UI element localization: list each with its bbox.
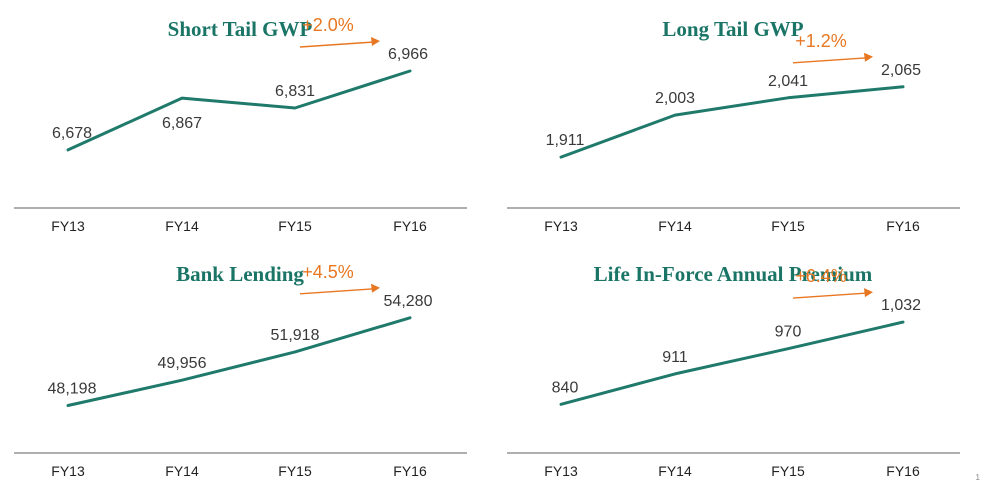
line-chart: Long Tail GWP FY13 FY14 FY15 FY16 1,911 2,003 2…: [507, 17, 960, 234]
x-tick-label: FY16: [393, 463, 427, 479]
growth-arrow-line: [792, 292, 868, 299]
growth-arrow-line: [299, 41, 375, 48]
chart-title: Life In-Force Annual Premium: [594, 262, 873, 286]
growth-arrow-line: [299, 288, 375, 295]
data-label: 911: [662, 349, 688, 366]
data-label: 2,065: [881, 62, 921, 79]
growth-label: +6.4%: [795, 266, 847, 286]
series-line: [66, 69, 412, 152]
x-tick-label: FY16: [393, 218, 427, 234]
x-tick-label: FY16: [886, 463, 920, 479]
data-label: 1,911: [546, 132, 585, 149]
data-label: 51,918: [271, 327, 320, 344]
data-label: 48,198: [48, 381, 97, 398]
data-label: 1,032: [881, 297, 921, 314]
x-tick-label: FY15: [278, 218, 312, 234]
chart-panel-bank-lending: Bank Lending FY13 FY14 FY15 FY16 48,198 49,956…: [0, 245, 493, 490]
x-tick-label: FY13: [544, 218, 578, 234]
line-chart: Life In-Force Annual Premium FY13 FY14 FY15…: [507, 262, 960, 479]
series-line: [559, 320, 905, 406]
chart-title: Long Tail GWP: [662, 17, 803, 41]
x-tick-label: FY14: [658, 218, 692, 234]
growth-label: +4.5%: [302, 262, 354, 282]
x-tick-label: FY14: [165, 218, 199, 234]
x-tick-label: FY14: [165, 463, 199, 479]
data-label: 6,831: [275, 83, 315, 100]
data-label: 6,966: [388, 46, 428, 63]
data-label: 840: [552, 379, 579, 396]
line-chart: Bank Lending FY13 FY14 FY15 FY16 48,198 49,956…: [14, 262, 467, 479]
x-tick-label: FY13: [544, 463, 578, 479]
chart-panel-short-tail-gwp: Short Tail GWP FY13 FY14 FY15 FY16 6,678 6,867…: [0, 0, 493, 245]
growth-label: +2.0%: [302, 15, 354, 35]
x-tick-label: FY16: [886, 218, 920, 234]
growth-arrow-head: [864, 288, 873, 298]
data-label: 970: [775, 324, 802, 341]
x-tick-label: FY13: [51, 218, 85, 234]
chart-panel-long-tail-gwp: Long Tail GWP FY13 FY14 FY15 FY16 1,911 2,003 2…: [493, 0, 986, 245]
data-label: 6,678: [52, 125, 92, 142]
data-label: 6,867: [162, 115, 202, 132]
chart-panel-life-in-force-premium: Life In-Force Annual Premium FY13 FY14 FY15…: [493, 245, 986, 490]
x-tick-label: FY14: [658, 463, 692, 479]
page-number: 1: [975, 473, 980, 482]
data-label: 2,041: [768, 73, 808, 90]
chart-title: Short Tail GWP: [168, 17, 313, 41]
x-tick-label: FY15: [278, 463, 312, 479]
growth-label: +1.2%: [795, 31, 847, 51]
series-line: [559, 85, 905, 159]
growth-arrow-line: [792, 57, 868, 64]
data-label: 2,003: [655, 90, 695, 107]
growth-arrow-head: [864, 52, 873, 62]
series-line: [66, 316, 412, 407]
x-tick-label: FY15: [771, 218, 805, 234]
data-label: 49,956: [158, 355, 207, 372]
line-chart: Short Tail GWP FY13 FY14 FY15 FY16 6,678 6,867…: [14, 15, 467, 234]
growth-arrow-head: [371, 283, 380, 293]
growth-arrow-head: [371, 37, 380, 46]
chart-title: Bank Lending: [176, 262, 304, 286]
x-tick-label: FY15: [771, 463, 805, 479]
data-label: 54,280: [384, 293, 433, 310]
x-tick-label: FY13: [51, 463, 85, 479]
